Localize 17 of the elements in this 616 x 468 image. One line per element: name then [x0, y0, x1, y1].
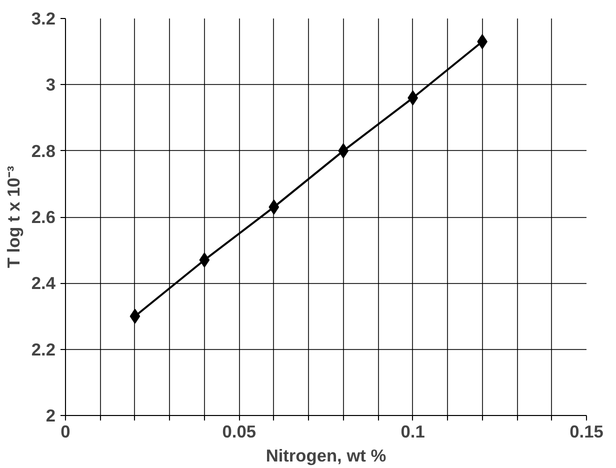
x-tick-label: 0.15	[570, 422, 604, 442]
x-tick-label: 0.05	[222, 422, 256, 442]
y-tick-label: 3	[46, 74, 56, 95]
y-tick-label: 2.4	[31, 273, 56, 294]
y-axis-title: T log t x 10⁻³	[3, 166, 24, 268]
point	[199, 252, 210, 268]
x-tick-label: 0	[60, 422, 70, 442]
point	[338, 143, 349, 158]
y-tick-label: 3.2	[31, 8, 56, 28]
y-tick-label: 2.6	[31, 207, 56, 227]
y-tick-label: 2.2	[31, 339, 56, 360]
y-tick-label: 2.8	[31, 140, 56, 161]
point	[268, 200, 280, 215]
point	[130, 308, 140, 324]
x-tick-label: 0.1	[400, 422, 426, 442]
x-axis-title: Nitrogen, wt %	[266, 446, 386, 466]
y-tick-label: 2	[46, 406, 56, 426]
